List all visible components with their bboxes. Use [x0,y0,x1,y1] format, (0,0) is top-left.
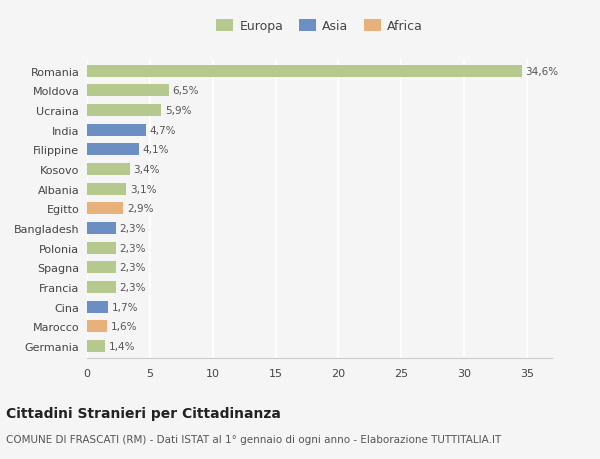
Bar [87,85,169,97]
Text: Cittadini Stranieri per Cittadinanza: Cittadini Stranieri per Cittadinanza [6,406,281,420]
Bar [87,183,126,195]
Bar [87,262,116,274]
Text: 3,1%: 3,1% [130,184,156,194]
Text: 5,9%: 5,9% [165,106,191,116]
Bar [87,144,139,156]
Text: 4,7%: 4,7% [150,125,176,135]
Text: 2,3%: 2,3% [119,263,146,273]
Bar [87,281,116,293]
Bar [87,320,107,333]
Bar [87,124,146,136]
Bar [87,340,104,353]
Legend: Europa, Asia, Africa: Europa, Asia, Africa [211,15,428,38]
Text: 2,3%: 2,3% [119,282,146,292]
Bar [87,223,116,235]
Bar [87,65,522,78]
Text: COMUNE DI FRASCATI (RM) - Dati ISTAT al 1° gennaio di ogni anno - Elaborazione T: COMUNE DI FRASCATI (RM) - Dati ISTAT al … [6,434,501,444]
Text: 2,3%: 2,3% [119,243,146,253]
Text: 1,7%: 1,7% [112,302,139,312]
Text: 1,4%: 1,4% [109,341,135,351]
Bar [87,163,130,176]
Text: 6,5%: 6,5% [172,86,199,96]
Text: 1,6%: 1,6% [111,322,137,331]
Bar [87,301,109,313]
Text: 2,3%: 2,3% [119,224,146,234]
Bar [87,203,124,215]
Bar [87,242,116,254]
Text: 3,4%: 3,4% [133,165,160,174]
Text: 34,6%: 34,6% [526,67,559,77]
Text: 4,1%: 4,1% [142,145,169,155]
Bar [87,105,161,117]
Text: 2,9%: 2,9% [127,204,154,214]
